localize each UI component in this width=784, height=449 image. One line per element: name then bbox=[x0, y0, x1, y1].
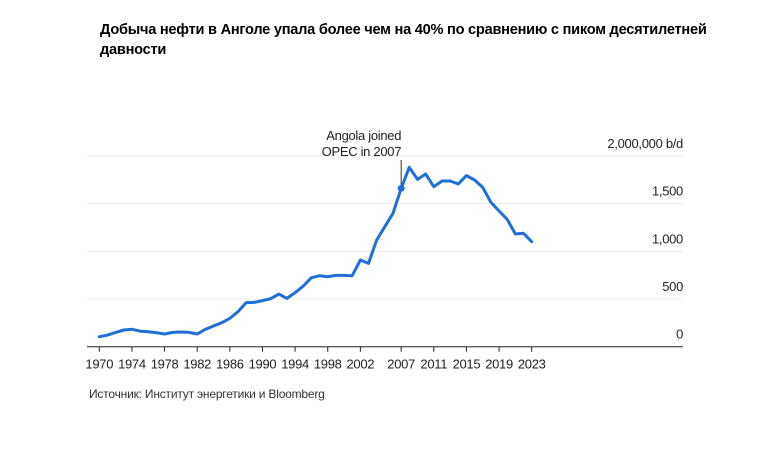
series-line bbox=[97, 165, 534, 339]
annotation-text-line2: OPEC in 2007 bbox=[322, 144, 402, 159]
chart-title: Добыча нефти в Анголе упала более чем на… bbox=[100, 22, 707, 58]
x-tick-label: 2011 bbox=[420, 357, 447, 372]
annotation-point bbox=[397, 184, 405, 192]
x-tick-label: 2007 bbox=[387, 357, 415, 372]
x-tick-label: 1978 bbox=[151, 357, 179, 372]
y-tick-label: 500 bbox=[662, 279, 683, 294]
x-tick-label: 1982 bbox=[183, 357, 211, 372]
x-tick-label: 1990 bbox=[249, 357, 277, 372]
y-tick-label: 0 bbox=[676, 327, 683, 342]
y-tick-label: 1,000 bbox=[652, 231, 683, 246]
x-tick-label: 1986 bbox=[216, 357, 244, 372]
x-tick-label: 2002 bbox=[347, 357, 375, 372]
x-tick-label: 2019 bbox=[485, 357, 513, 372]
y-tick-label: 1,500 bbox=[652, 184, 683, 199]
annotation-text-line1: Angola joined bbox=[326, 128, 401, 143]
x-tick-label: 1974 bbox=[118, 357, 146, 372]
x-tick-label: 2015 bbox=[453, 357, 481, 372]
source-note: Источник: Институт энергетики и Bloomber… bbox=[89, 387, 325, 401]
x-tick-label: 1994 bbox=[281, 357, 309, 372]
x-tick-label: 1970 bbox=[85, 357, 113, 372]
y-tick-label: 2,000,000 b/d bbox=[607, 136, 683, 151]
x-tick-label: 1998 bbox=[314, 357, 342, 372]
x-tick-label: 2023 bbox=[518, 357, 546, 372]
